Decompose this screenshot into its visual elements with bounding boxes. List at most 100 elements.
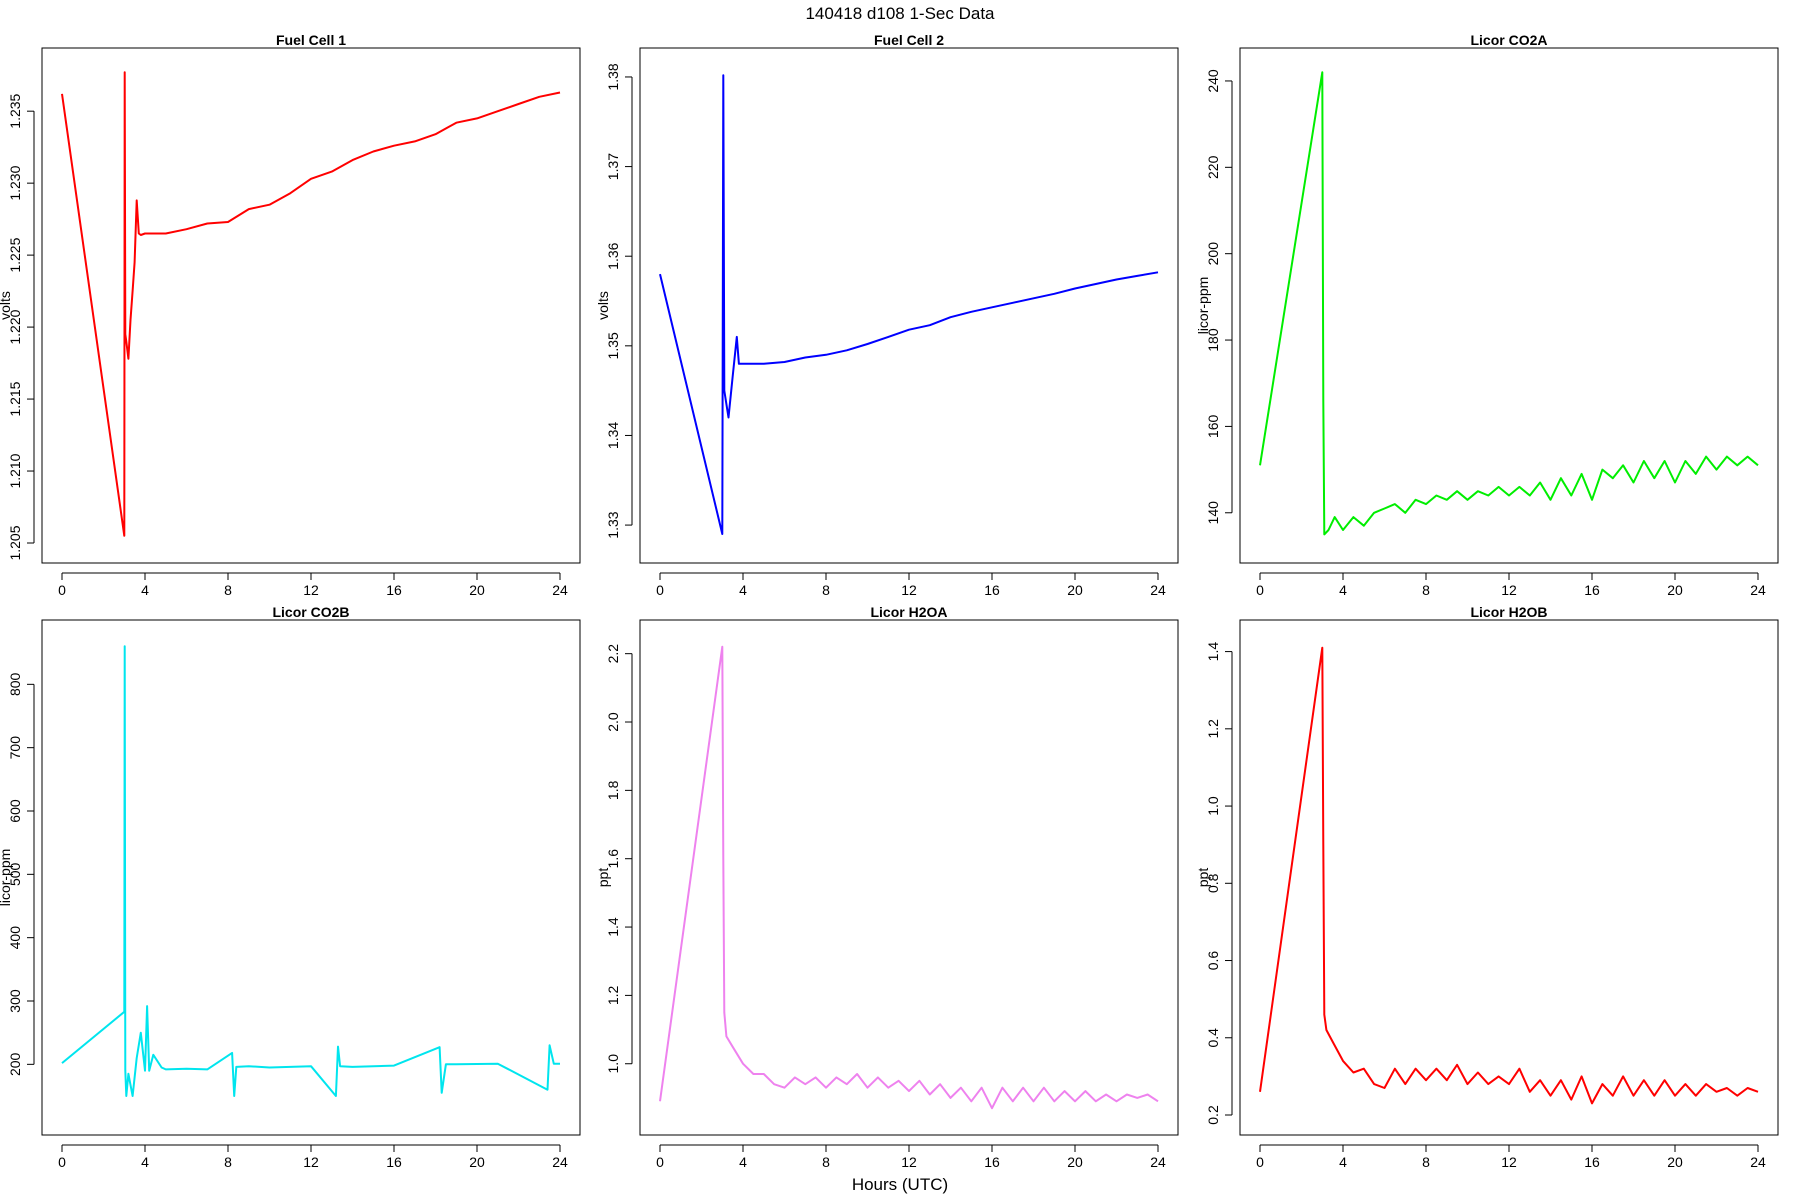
y-axis-label: licor-ppm	[1195, 277, 1211, 335]
panel-title: Licor CO2A	[1470, 32, 1547, 48]
x-tick-label: 16	[1584, 1154, 1600, 1170]
y-tick-label: 180	[1205, 328, 1221, 352]
y-tick-label: 300	[7, 989, 23, 1013]
panel-title: Fuel Cell 1	[276, 32, 346, 48]
x-tick-label: 16	[984, 1154, 1000, 1170]
y-tick-label: 1.38	[605, 63, 621, 90]
y-tick-label: 1.36	[605, 242, 621, 269]
y-tick-label: 200	[1205, 242, 1221, 266]
y-tick-label: 1.35	[605, 332, 621, 359]
x-tick-label: 20	[1067, 582, 1083, 598]
y-tick-label: 1.0	[605, 1054, 621, 1074]
x-tick-label: 4	[1339, 1154, 1347, 1170]
y-axis-label: licor-ppm	[0, 849, 13, 907]
y-tick-label: 240	[1205, 69, 1221, 93]
x-tick-label: 24	[1150, 1154, 1166, 1170]
y-tick-label: 140	[1205, 501, 1221, 525]
x-tick-label: 12	[901, 1154, 917, 1170]
y-axis: 1.0 1.2 1.4 1.6 1.8 2.0 2.2	[605, 644, 633, 1074]
x-tick-label: 12	[303, 1154, 319, 1170]
x-axis: 0 4 8 12 16 20 24	[656, 1144, 1166, 1170]
y-tick-label: 1.34	[605, 422, 621, 449]
x-tick-label: 8	[822, 1154, 830, 1170]
y-tick-label: 600	[7, 799, 23, 823]
series-line	[61, 71, 561, 537]
y-tick-label: 0.2	[1205, 1105, 1221, 1125]
x-tick-label: 16	[386, 1154, 402, 1170]
y-tick-label: 1.4	[605, 917, 621, 937]
y-tick-label: 200	[7, 1052, 23, 1076]
y-tick-label: 1.37	[605, 153, 621, 180]
x-tick-label: 0	[656, 1154, 664, 1170]
x-tick-label: 20	[1667, 1154, 1683, 1170]
x-tick-label: 8	[1422, 1154, 1430, 1170]
y-tick-label: 0.4	[1205, 1028, 1221, 1048]
x-tick-label: 12	[1501, 582, 1517, 598]
x-tick-label: 0	[1256, 582, 1264, 598]
x-tick-label: 24	[1750, 1154, 1766, 1170]
y-tick-label: 1.225	[7, 237, 23, 272]
x-tick-label: 20	[469, 582, 485, 598]
x-tick-label: 4	[739, 1154, 747, 1170]
chart-panel: Fuel Cell 10 4 8 12 16 20 241.2051.2101.2151.2…	[0, 32, 581, 598]
y-axis-label: ppt	[595, 868, 611, 888]
y-tick-label: 700	[7, 736, 23, 760]
y-tick-label: 1.33	[605, 511, 621, 538]
y-tick-label: 1.4	[1205, 642, 1221, 662]
y-tick-label: 2.0	[605, 712, 621, 732]
series-line	[1259, 71, 1759, 536]
x-tick-label: 16	[386, 582, 402, 598]
x-tick-label: 0	[58, 1154, 66, 1170]
plot-frame	[1239, 619, 1779, 1136]
x-axis: 0 4 8 12 16 20 24	[1256, 572, 1766, 598]
plot-frame	[41, 47, 581, 564]
y-tick-label: 0.6	[1205, 951, 1221, 971]
y-tick-label: 2.2	[605, 644, 621, 664]
x-tick-label: 12	[1501, 1154, 1517, 1170]
x-axis: 0 4 8 12 16 20 24	[58, 572, 568, 598]
chart-panel: Fuel Cell 20 4 8 12 16 20 241.331.341.351.361.…	[595, 32, 1179, 598]
y-axis: 1.33 1.34 1.35 1.36 1.37 1.38	[605, 63, 633, 539]
chart-panel: Licor H2OB 0 4 8 12 16 20 24 0.2 0.4 0.6 0.8 1.0 1.2 1…	[1195, 604, 1779, 1170]
chart-panel: Licor H2OA 0 4 8 12 16 20 24 1.0 1.2 1.4 1.6 1.8 2.0 2…	[595, 604, 1179, 1170]
x-tick-label: 4	[1339, 582, 1347, 598]
y-tick-label: 1.6	[605, 849, 621, 869]
y-tick-label: 1.230	[7, 165, 23, 200]
x-tick-label: 24	[552, 1154, 568, 1170]
plot-frame	[41, 619, 581, 1136]
x-tick-label: 8	[224, 1154, 232, 1170]
panel-title: Licor CO2B	[272, 604, 349, 620]
y-tick-label: 500	[7, 862, 23, 886]
x-tick-label: 24	[552, 582, 568, 598]
x-tick-label: 4	[739, 582, 747, 598]
y-tick-label: 1.2	[1205, 719, 1221, 739]
x-tick-label: 4	[141, 1154, 149, 1170]
series-line	[659, 645, 1159, 1110]
x-tick-label: 20	[1667, 582, 1683, 598]
x-axis-label: Hours (UTC)	[852, 1175, 948, 1194]
x-tick-label: 20	[1067, 1154, 1083, 1170]
x-tick-label: 8	[822, 582, 830, 598]
y-tick-label: 220	[1205, 155, 1221, 179]
x-tick-label: 24	[1750, 582, 1766, 598]
x-tick-label: 12	[303, 582, 319, 598]
x-axis: 0 4 8 12 16 20 24	[58, 1144, 568, 1170]
x-tick-label: 0	[1256, 1154, 1264, 1170]
y-tick-label: 1.0	[1205, 796, 1221, 816]
x-tick-label: 0	[656, 582, 664, 598]
x-tick-label: 20	[469, 1154, 485, 1170]
y-tick-label: 1.220	[7, 309, 23, 344]
y-axis-label: volts	[595, 291, 611, 320]
y-axis: 140 160 180 200 220 240	[1205, 69, 1233, 525]
y-tick-label: 800	[7, 672, 23, 696]
panel-title: Licor H2OB	[1470, 604, 1547, 620]
x-tick-label: 8	[1422, 582, 1430, 598]
panel-title: Licor H2OA	[870, 604, 947, 620]
panel-title: Fuel Cell 2	[874, 32, 944, 48]
x-tick-label: 4	[141, 582, 149, 598]
y-tick-label: 400	[7, 926, 23, 950]
y-tick-label: 1.8	[605, 780, 621, 800]
series-line	[659, 74, 1159, 535]
y-tick-label: 0.8	[1205, 873, 1221, 893]
